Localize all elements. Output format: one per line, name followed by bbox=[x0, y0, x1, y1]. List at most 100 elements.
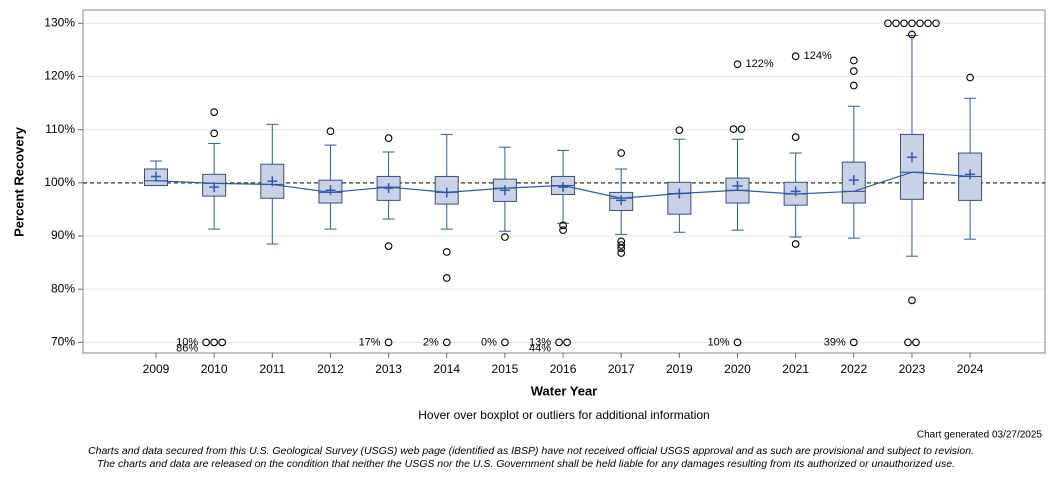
mean-marker bbox=[848, 175, 859, 186]
outlier bbox=[501, 233, 509, 241]
outlier bbox=[442, 338, 451, 347]
low-note: 44% bbox=[529, 342, 551, 354]
outlier bbox=[384, 134, 393, 143]
x-tick-label: 2014 bbox=[433, 362, 460, 376]
top-label: 124% bbox=[804, 50, 832, 62]
low-note: 10% bbox=[707, 336, 729, 348]
outlier bbox=[924, 19, 932, 28]
mean-marker bbox=[325, 185, 336, 196]
low-note: 17% bbox=[359, 336, 381, 348]
outlier bbox=[791, 52, 800, 61]
outlier bbox=[210, 338, 218, 347]
outlier bbox=[501, 338, 509, 347]
mean-marker bbox=[383, 183, 394, 194]
y-tick-label: 110% bbox=[45, 122, 75, 136]
mean-marker bbox=[790, 186, 801, 197]
outlier bbox=[442, 248, 451, 256]
outlier bbox=[563, 338, 571, 347]
x-tick-label: 2020 bbox=[724, 362, 751, 376]
y-tick-label: 120% bbox=[44, 69, 75, 83]
outlier bbox=[849, 338, 858, 347]
low-note: 86% bbox=[176, 342, 198, 354]
outlier bbox=[791, 240, 800, 248]
outlier bbox=[737, 125, 746, 133]
outlier bbox=[733, 338, 742, 347]
x-tick-label: 2012 bbox=[317, 362, 344, 376]
x-tick-label: 2011 bbox=[259, 362, 285, 376]
outlier bbox=[932, 19, 940, 28]
mean-marker bbox=[732, 181, 743, 192]
mean-marker bbox=[906, 152, 917, 163]
x-tick-label: 2013 bbox=[375, 362, 402, 376]
y-tick-label: 70% bbox=[51, 335, 75, 349]
mean-marker bbox=[965, 169, 976, 180]
outlier bbox=[617, 244, 626, 253]
x-tick-label: 2023 bbox=[899, 362, 926, 376]
x-tick-label: 2021 bbox=[782, 362, 809, 376]
y-tick-label: 100% bbox=[44, 175, 75, 189]
x-tick-label: 2024 bbox=[957, 362, 984, 376]
low-note: 13% bbox=[529, 336, 551, 348]
outlier bbox=[675, 126, 684, 135]
low-note: 39% bbox=[824, 336, 846, 348]
outlier bbox=[884, 19, 892, 28]
outlier bbox=[210, 108, 218, 116]
y-tick-label: 130% bbox=[44, 15, 75, 29]
x-tick-label: 2017 bbox=[608, 362, 635, 376]
box bbox=[899, 133, 924, 200]
top-label: 122% bbox=[746, 58, 774, 70]
outlier bbox=[966, 73, 974, 82]
mean-marker bbox=[558, 182, 569, 193]
outlier bbox=[617, 249, 626, 257]
mean-marker bbox=[616, 195, 627, 206]
outlier bbox=[900, 19, 908, 28]
outlier bbox=[916, 19, 924, 28]
y-axis-label: Percent Recovery bbox=[11, 126, 26, 237]
generated-note: Chart generated 03/27/2025 bbox=[917, 430, 1043, 441]
low-note: 2% bbox=[423, 336, 439, 348]
x-tick-label: 2010 bbox=[201, 362, 228, 376]
outlier bbox=[555, 338, 563, 347]
disclaimer: The charts and data are released on the … bbox=[97, 458, 955, 470]
x-tick-label: 2016 bbox=[550, 362, 577, 376]
outlier bbox=[210, 129, 218, 138]
outlier bbox=[326, 127, 335, 136]
outlier bbox=[908, 30, 916, 39]
x-tick-label: 2022 bbox=[840, 362, 867, 376]
outlier bbox=[791, 133, 800, 141]
x-axis-label: Water Year bbox=[531, 383, 598, 398]
y-tick-label: 90% bbox=[51, 228, 75, 242]
low-note: 0% bbox=[481, 336, 497, 348]
outlier bbox=[908, 19, 916, 28]
x-tick-label: 2009 bbox=[143, 362, 170, 376]
outlier bbox=[384, 338, 393, 347]
outlier bbox=[442, 274, 451, 282]
outlier bbox=[729, 125, 738, 133]
outlier bbox=[849, 81, 858, 90]
outlier bbox=[384, 242, 393, 250]
outlier bbox=[912, 338, 920, 347]
x-tick-label: 2015 bbox=[492, 362, 519, 376]
outlier bbox=[202, 338, 210, 347]
plot-frame bbox=[82, 9, 1046, 354]
hover-note: Hover over boxplot or outliers for addit… bbox=[418, 408, 709, 422]
low-note: 10% bbox=[176, 336, 198, 348]
outlier bbox=[849, 67, 858, 76]
median-line bbox=[155, 171, 971, 199]
mean-marker bbox=[151, 171, 161, 182]
outlier bbox=[904, 338, 912, 347]
outlier bbox=[559, 226, 567, 235]
outlier bbox=[892, 19, 900, 28]
mean-marker bbox=[499, 185, 510, 196]
x-tick-label: 2019 bbox=[666, 362, 693, 376]
outlier bbox=[218, 338, 226, 347]
outlier bbox=[617, 149, 626, 157]
outlier bbox=[849, 56, 858, 65]
outlier bbox=[908, 296, 916, 305]
outlier bbox=[733, 60, 742, 69]
outlier bbox=[559, 221, 567, 230]
y-tick-label: 80% bbox=[51, 281, 75, 295]
disclaimer: Charts and data secured from this U.S. G… bbox=[88, 445, 974, 457]
